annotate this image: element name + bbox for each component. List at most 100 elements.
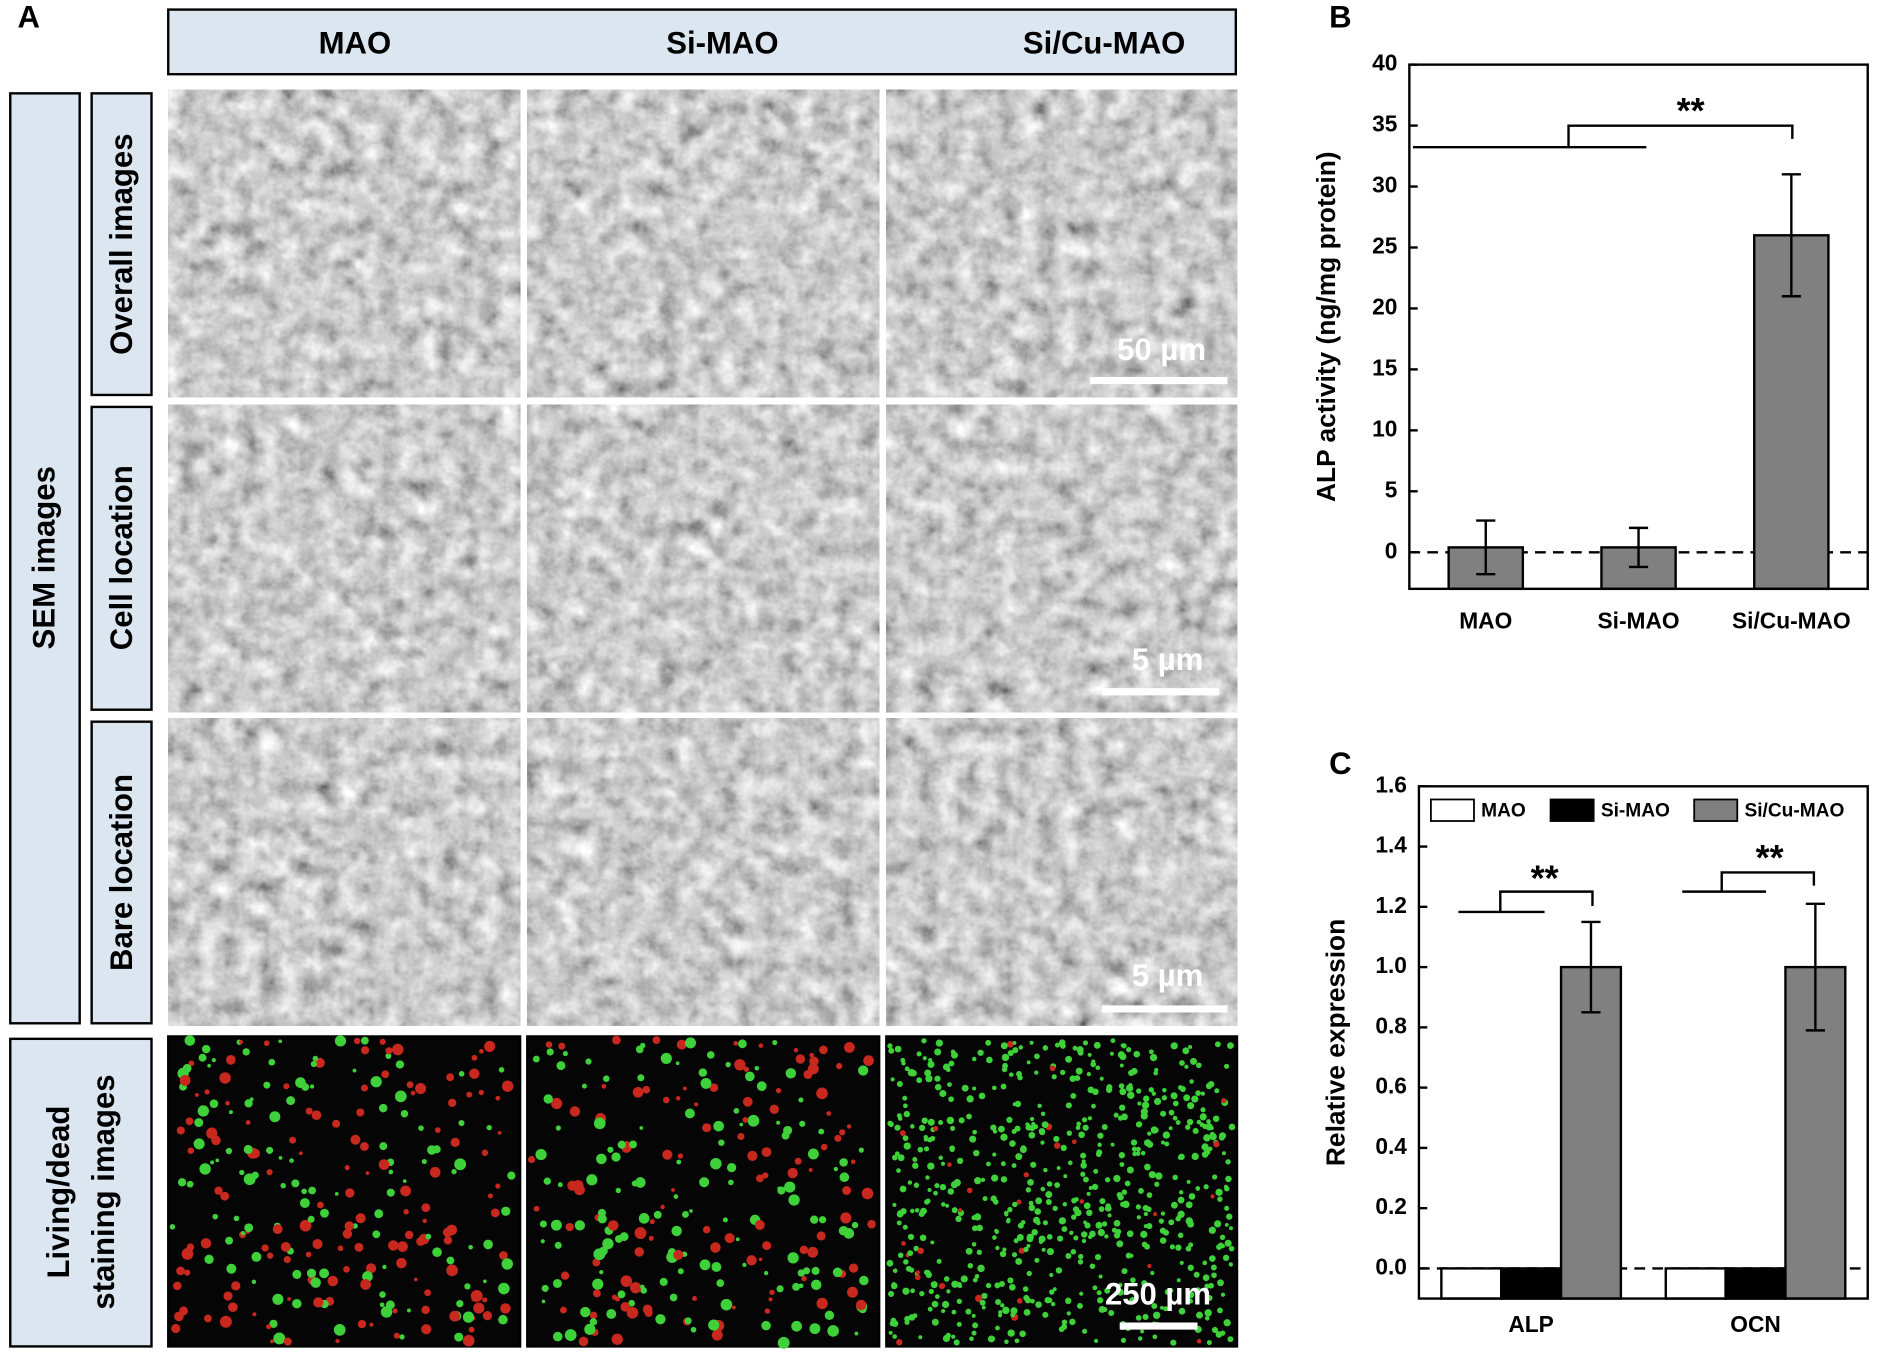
cell-dot <box>1133 1050 1141 1058</box>
cell-dot <box>917 1146 924 1153</box>
cell-dot <box>272 1293 284 1305</box>
cell-dot <box>1094 1254 1102 1261</box>
cell-dot <box>951 1051 958 1059</box>
cell-dot <box>1087 1234 1093 1240</box>
cell-dot <box>392 1308 398 1314</box>
cell-dot <box>270 1339 274 1344</box>
cell-dot <box>1140 1329 1145 1334</box>
cell-dot <box>295 1077 306 1089</box>
cell-dot <box>1065 1297 1072 1305</box>
cell-dot <box>702 1123 712 1133</box>
cell-dot <box>1126 1230 1134 1238</box>
cell-dot <box>1007 1277 1014 1284</box>
cell-dot <box>992 1235 997 1240</box>
cell-dot <box>1099 1076 1104 1081</box>
cell-dot <box>801 1275 807 1282</box>
cell-dot <box>1147 1263 1152 1269</box>
cell-dot <box>939 1090 947 1098</box>
cell-dot <box>912 1313 918 1319</box>
cell-dot <box>1077 1259 1084 1265</box>
cell-dot <box>839 1129 846 1136</box>
cell-dot <box>608 1220 619 1231</box>
cell-dot <box>1076 1121 1082 1127</box>
cell-dot <box>541 1284 549 1292</box>
cell-dot <box>1099 1198 1106 1205</box>
cell-dot <box>791 1320 802 1332</box>
cell-dot <box>961 1084 969 1092</box>
cell-dot <box>824 1310 835 1321</box>
y-tick-label: 30 <box>1372 172 1397 198</box>
cell-dot <box>713 1120 724 1132</box>
cell-dot <box>1095 1221 1103 1229</box>
cell-dot <box>816 1297 828 1310</box>
y-tick-label: 25 <box>1372 232 1397 258</box>
cell-dot <box>1007 1040 1014 1048</box>
cell-dot <box>592 1278 604 1290</box>
cell-dot <box>690 1326 697 1333</box>
cell-dot <box>406 1308 411 1313</box>
cell-dot <box>567 1180 578 1191</box>
cell-dot <box>177 1178 187 1187</box>
cell-dot <box>1121 1189 1128 1195</box>
cell-dot <box>448 1098 457 1108</box>
cell-dot <box>1202 1274 1210 1282</box>
cell-dot <box>994 1282 1001 1289</box>
cell-dot <box>1196 1338 1202 1344</box>
cell-dot <box>186 1180 194 1188</box>
cell-dot <box>1015 1153 1023 1161</box>
cell-dot <box>925 1175 930 1180</box>
cell-dot <box>1136 1088 1142 1094</box>
cell-dot <box>421 1305 430 1315</box>
cell-dot <box>1016 1298 1023 1304</box>
cell-dot <box>242 1048 250 1056</box>
cell-dot <box>449 1310 461 1322</box>
cell-dot <box>982 1196 988 1202</box>
cell-dot <box>301 1188 307 1195</box>
cell-dot <box>1185 1201 1193 1209</box>
cell-dot <box>266 1169 273 1176</box>
cell-dot <box>1000 1303 1005 1308</box>
cell-dot <box>471 1054 478 1061</box>
cell-dot <box>903 1103 908 1109</box>
cell-dot <box>194 1118 204 1128</box>
cell-dot <box>923 1134 929 1140</box>
cell-dot <box>1227 1336 1234 1343</box>
cell-dot <box>558 1042 566 1050</box>
cell-dot <box>797 1269 805 1277</box>
cell-dot <box>946 1289 951 1294</box>
column-label: MAO <box>319 26 392 61</box>
cell-dot <box>1028 1131 1036 1139</box>
cell-dot <box>986 1161 991 1167</box>
cell-dot <box>974 1177 982 1185</box>
significance: ** <box>1756 838 1784 878</box>
cell-dot <box>1084 1222 1091 1229</box>
cell-dot <box>929 1135 936 1142</box>
cell-dot <box>1214 1041 1221 1048</box>
cell-dot <box>728 1179 734 1186</box>
cell-dot <box>698 1068 708 1077</box>
cell-dot <box>366 1263 377 1274</box>
cell-dot <box>1015 1258 1023 1265</box>
cell-dot <box>971 1330 977 1336</box>
cell-dot <box>244 1099 253 1108</box>
cell-dot <box>450 1137 460 1148</box>
cell-dot <box>586 1174 598 1186</box>
cell-dot <box>744 1071 755 1082</box>
cell-dot <box>228 1110 233 1115</box>
cell-dot <box>743 1066 750 1072</box>
cell-dot <box>934 1075 941 1082</box>
cell-dot <box>892 1154 898 1161</box>
cell-dot <box>725 1061 731 1068</box>
cell-dot <box>998 1125 1005 1133</box>
cell-dot <box>769 1289 775 1296</box>
cell-dot <box>1221 1151 1226 1156</box>
cell-dot <box>374 1209 384 1219</box>
bar <box>1500 1267 1563 1300</box>
cell-dot <box>754 1065 760 1071</box>
cell-dot <box>1203 1184 1209 1190</box>
cell-dot <box>1147 1131 1152 1136</box>
cell-dot <box>1097 1228 1105 1237</box>
cell-dot <box>652 1036 661 1044</box>
cell-dot <box>335 1338 340 1344</box>
cell-dot <box>839 1158 848 1167</box>
